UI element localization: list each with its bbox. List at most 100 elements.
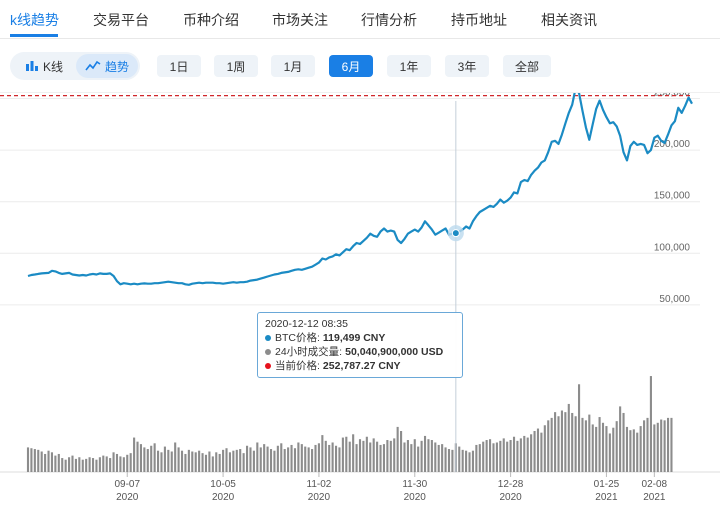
volume-bar	[564, 412, 567, 472]
volume-bar	[204, 454, 208, 472]
volume-bar	[143, 447, 146, 472]
tab-bar: k线趋势 交易平台 币种介绍 市场关注 行情分析 持币地址 相关资讯	[0, 0, 720, 39]
volume-bar	[102, 455, 105, 472]
volume-bar	[615, 421, 618, 472]
volume-bar	[530, 434, 533, 472]
volume-bar	[133, 437, 136, 472]
volume-bar	[122, 457, 125, 472]
tab-exchanges[interactable]: 交易平台	[93, 12, 149, 28]
volume-bar	[68, 457, 71, 472]
volume-bar	[369, 442, 372, 472]
x-tick-label: 02-08	[642, 479, 668, 490]
kline-view-button[interactable]: K线	[14, 54, 74, 78]
volume-bar	[560, 410, 563, 472]
volume-bar	[26, 447, 30, 472]
volume-bar	[146, 449, 149, 472]
volume-bar	[646, 417, 649, 472]
x-tick-year: 2021	[595, 492, 618, 503]
volume-bar	[167, 449, 170, 472]
tab-related-news[interactable]: 相关资讯	[541, 12, 597, 28]
tooltip-price-row: BTC价格: 119,499 CNY	[265, 331, 455, 345]
tooltip-date: 2020-12-12 08:35	[265, 318, 348, 330]
volume-bar	[519, 438, 522, 472]
volume-bar	[643, 420, 646, 472]
tab-market-analysis[interactable]: 行情分析	[361, 12, 417, 28]
volume-bar	[584, 420, 587, 472]
volume-bar	[376, 441, 379, 472]
x-tick-year: 2020	[499, 492, 522, 503]
volume-bar	[177, 447, 180, 472]
volume-bar	[95, 459, 98, 472]
range-1m-button[interactable]: 1月	[271, 55, 315, 77]
volume-bar	[249, 447, 252, 472]
volume-bar	[242, 453, 245, 472]
volume-bar	[591, 424, 594, 472]
volume-bar	[256, 442, 259, 472]
volume-bar	[64, 459, 67, 472]
range-all-button[interactable]: 全部	[503, 55, 551, 77]
tooltip-current-label: 当前价格:	[275, 360, 320, 372]
volume-bar	[468, 452, 471, 472]
volume-bar	[492, 443, 495, 472]
tab-holder-addresses[interactable]: 持币地址	[451, 12, 507, 28]
volume-bar	[126, 454, 129, 472]
range-1d-button[interactable]: 1日	[157, 55, 201, 77]
volume-bar	[352, 434, 355, 472]
volume-bar	[577, 384, 581, 472]
volume-bar	[129, 453, 132, 472]
highlight-point	[451, 229, 460, 238]
volume-bar	[632, 429, 635, 472]
volume-bar	[218, 453, 221, 472]
volume-bar	[372, 438, 375, 472]
volume-bar	[40, 451, 43, 472]
volume-bar	[601, 422, 605, 472]
volume-bar	[540, 432, 543, 472]
y-tick-label: 150,000	[654, 191, 691, 202]
volume-bar	[639, 426, 642, 472]
volume-bar	[91, 458, 95, 472]
range-3y-button[interactable]: 3年	[445, 55, 489, 77]
range-6m-button[interactable]: 6月	[329, 55, 373, 77]
volume-bar	[300, 444, 303, 472]
trend-view-button[interactable]: 趋势	[76, 54, 138, 78]
volume-bar	[451, 449, 454, 472]
volume-bar	[670, 417, 673, 472]
price-trend-chart[interactable]: 50,000100,000150,000200,000250,000252,78…	[0, 93, 720, 505]
volume-bar	[115, 453, 119, 472]
volume-bar	[512, 436, 516, 472]
volume-bar	[139, 444, 143, 472]
x-tick-year: 2020	[308, 492, 331, 503]
volume-bar	[362, 440, 365, 472]
volume-bar	[180, 450, 184, 472]
y-tick-label: 200,000	[654, 139, 691, 150]
volume-bar	[232, 450, 235, 472]
volume-bar	[276, 445, 279, 472]
volume-bar	[150, 445, 153, 472]
tab-coin-intro[interactable]: 币种介绍	[183, 12, 239, 28]
volume-bar	[194, 452, 197, 472]
volume-bar	[447, 449, 451, 472]
volume-bar	[109, 458, 112, 472]
tab-market-attention[interactable]: 市场关注	[272, 12, 328, 28]
volume-bar	[625, 426, 629, 472]
volume-bar	[153, 443, 156, 472]
volume-bar	[98, 457, 101, 472]
volume-bar	[430, 440, 433, 472]
volume-bar	[355, 444, 358, 472]
volume-bar	[660, 419, 663, 472]
tab-kline-trend[interactable]: k线趋势	[10, 12, 59, 28]
tooltip-volume-label: 24小时成交量:	[275, 346, 343, 358]
volume-bar	[547, 420, 550, 472]
volume-bar	[228, 452, 231, 472]
volume-bar	[321, 435, 324, 472]
volume-bar	[287, 447, 290, 472]
volume-bar	[50, 452, 54, 472]
x-tick-year: 2020	[404, 492, 427, 503]
tooltip-volume-row: 24小时成交量: 50,040,900,000 USD	[265, 345, 455, 359]
range-1w-button[interactable]: 1周	[214, 55, 258, 77]
range-1y-button[interactable]: 1年	[387, 55, 431, 77]
volume-bar	[119, 456, 122, 472]
volume-bar	[382, 444, 386, 472]
x-tick-label: 11-02	[307, 479, 332, 490]
volume-bar	[222, 449, 225, 472]
